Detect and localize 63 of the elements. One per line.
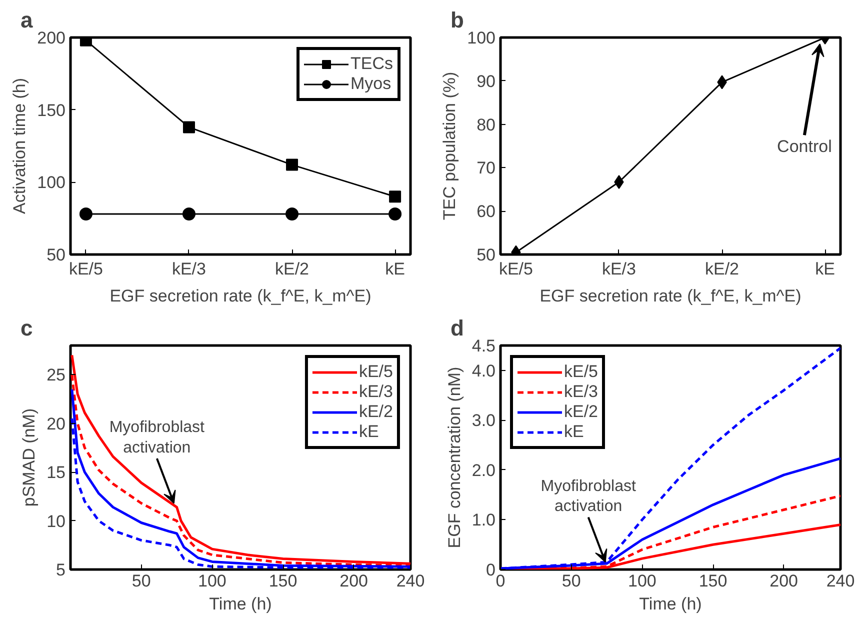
legend-label: TECs <box>350 54 393 74</box>
chart-title: b <box>450 8 464 32</box>
legend-label: kE <box>358 422 379 442</box>
x-tick-label: kE/3 <box>172 260 206 278</box>
x-tick-label: 240 <box>826 572 855 590</box>
x-tick-label: 50 <box>132 572 151 590</box>
y-tick-label: 15 <box>46 463 66 482</box>
legend-label: kE/2 <box>358 402 393 422</box>
x-tick-label: 100 <box>628 572 656 590</box>
y-tick-label: 70 <box>476 158 496 178</box>
x-tick-label: 240 <box>396 572 425 590</box>
x-tick-label: 150 <box>698 572 728 590</box>
x-tick-label: 100 <box>198 572 226 590</box>
legend-label: kE/3 <box>564 382 598 402</box>
chart-title: d <box>450 316 464 340</box>
chart-title: c <box>20 316 33 340</box>
y-tick-label: 200 <box>37 28 66 48</box>
x-tick-label: 200 <box>770 572 798 590</box>
legend-label: kE/2 <box>564 402 598 422</box>
y-tick-label: 4.0 <box>472 361 496 380</box>
y-axis-title: pSMAD (nM) <box>20 408 39 507</box>
x-tick-label: 150 <box>268 572 298 590</box>
x-axis-title: Time (h) <box>209 594 272 614</box>
y-tick-label: 4.5 <box>472 336 496 356</box>
x-axis-title: EGF secretion rate (k_f^E, k_m^E) <box>110 286 372 306</box>
y-tick-label: 100 <box>467 28 496 48</box>
y-tick-label: 150 <box>37 100 66 120</box>
y-tick-label: 80 <box>476 115 496 134</box>
x-axis-title: Time (h) <box>639 594 702 614</box>
y-tick-label: 3.0 <box>472 411 496 430</box>
x-axis-title: EGF secretion rate (k_f^E, k_m^E) <box>540 286 802 306</box>
y-tick-label: 2.0 <box>472 460 496 480</box>
chart-title: a <box>20 8 34 32</box>
x-tick-label: kE/2 <box>705 260 740 278</box>
y-tick-label: 10 <box>46 512 66 531</box>
legend-label: kE/5 <box>358 362 393 382</box>
annotation: Myofibroblast activation <box>109 419 206 456</box>
x-tick-label: kE <box>385 260 405 278</box>
y-tick-label: 50 <box>476 246 496 264</box>
annotation: Control <box>777 137 832 156</box>
x-tick-label: 50 <box>562 572 581 590</box>
y-tick-label: 50 <box>46 246 66 264</box>
y-tick-label: 100 <box>37 173 66 192</box>
x-tick-label: 200 <box>340 572 368 590</box>
y-axis-title: EGF concentration (nM) <box>444 366 464 548</box>
y-tick-label: 1.0 <box>472 510 496 530</box>
x-tick-label: kE <box>815 260 835 278</box>
x-tick-label: kE/3 <box>602 260 636 278</box>
y-axis-title: TEC population (%) <box>440 72 460 220</box>
y-tick-label: 25 <box>46 366 66 385</box>
y-tick-label: 5 <box>56 560 66 580</box>
legend-label: Myos <box>350 74 392 94</box>
legend-label: kE <box>564 422 584 442</box>
annotation: Myofibroblast activation <box>540 478 636 516</box>
y-tick-label: 60 <box>476 202 496 222</box>
y-axis-title: Activation time (h) <box>10 78 30 214</box>
x-tick-label: kE/5 <box>68 260 103 278</box>
x-tick-label: kE/5 <box>498 260 533 278</box>
legend-label: kE/3 <box>358 382 393 402</box>
legend-label: kE/5 <box>564 362 598 382</box>
y-tick-label: 20 <box>46 414 66 434</box>
x-tick-label: kE/2 <box>275 260 310 278</box>
y-tick-label: 90 <box>476 72 496 91</box>
